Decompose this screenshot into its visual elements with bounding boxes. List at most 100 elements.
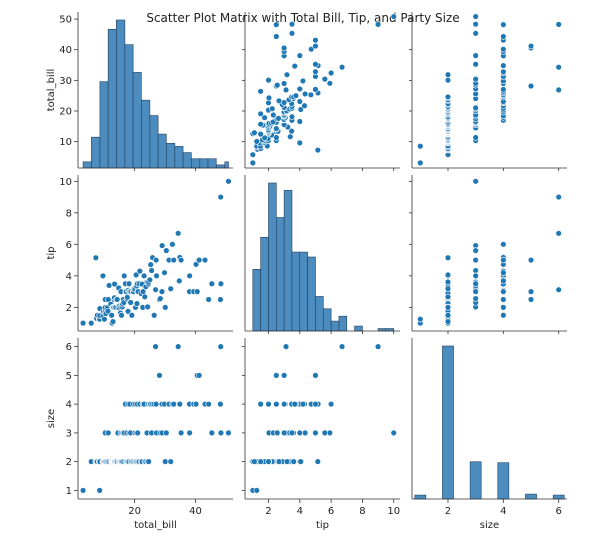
point-size-vs-total_bill-86 — [145, 458, 152, 465]
point-tip-vs-size-122 — [472, 178, 479, 185]
point-tip-vs-total_bill-101 — [163, 247, 170, 254]
point-size-vs-total_bill-106 — [174, 343, 182, 350]
point-size-vs-tip-2 — [314, 458, 322, 465]
point-size-vs-tip-111 — [296, 429, 303, 437]
x-tick-label-total_bill: 20 — [128, 506, 141, 517]
point-total_bill-vs-tip-117 — [273, 33, 280, 40]
hist-bar-tip-13 — [354, 325, 363, 332]
point-size-vs-tip-89 — [301, 429, 309, 437]
y-tick-label-total_bill: 20 — [59, 106, 72, 117]
point-size-vs-total_bill-121 — [217, 429, 225, 437]
point-tip-vs-size-95 — [527, 296, 535, 303]
hist-bar-total_bill-12 — [182, 152, 192, 169]
point-total_bill-vs-tip-10 — [296, 139, 303, 147]
point-total_bill-vs-tip-84 — [265, 94, 273, 102]
hist-bar-size-2 — [442, 345, 454, 500]
point-tip-vs-size-68 — [444, 271, 452, 279]
hist-bar-total_bill-8 — [149, 115, 159, 169]
hist-bar-tip-9 — [322, 308, 332, 332]
y-axis-label-total_bill: total_bill — [46, 69, 57, 112]
hist-bar-size-4 — [469, 461, 482, 500]
point-total_bill-vs-tip-18 — [261, 134, 268, 142]
point-total_bill-vs-size-108 — [500, 62, 507, 69]
point-total_bill-vs-tip-80 — [296, 98, 303, 105]
point-total_bill-vs-tip-116 — [312, 36, 319, 44]
point-total_bill-vs-tip-31 — [288, 127, 295, 135]
point-tip-vs-size-100 — [444, 304, 452, 311]
point-total_bill-vs-size-93 — [500, 86, 507, 93]
point-tip-vs-total_bill-68 — [132, 271, 140, 279]
point-tip-vs-total_bill-87 — [146, 276, 154, 283]
point-tip-vs-size-106 — [555, 230, 562, 237]
point-total_bill-vs-tip-105 — [312, 68, 319, 75]
panel-size-vs-total_bill: 1 2 3 4 5 6 size 20 40 total_bill — [46, 338, 233, 531]
point-total_bill-vs-size-72 — [472, 104, 479, 112]
hist-bar-tip-8 — [315, 296, 324, 332]
point-size-vs-tip-86 — [290, 458, 297, 465]
point-tip-vs-total_bill-109 — [177, 256, 185, 264]
hist-bar-total_bill-13 — [190, 158, 201, 169]
point-size-vs-tip-101 — [321, 429, 329, 437]
point-size-vs-total_bill-101 — [163, 429, 170, 437]
point-total_bill-vs-size-105 — [500, 68, 507, 75]
point-total_bill-vs-tip-61 — [257, 110, 264, 118]
x-tick-label-size: 6 — [556, 506, 562, 517]
point-size-vs-tip-91 — [257, 400, 264, 408]
point-total_bill-vs-size-113 — [500, 45, 507, 53]
point-size-vs-tip-107 — [291, 400, 298, 408]
x-tick-label-tip: 10 — [387, 506, 400, 517]
point-size-vs-total_bill-72 — [134, 429, 141, 437]
hist-bar-total_bill-11 — [174, 146, 184, 169]
hist-bar-tip-11 — [338, 315, 348, 332]
point-tip-vs-total_bill-99 — [161, 269, 168, 276]
point-total_bill-vs-tip-88 — [307, 91, 315, 99]
point-tip-vs-size-104 — [500, 241, 507, 248]
point-size-vs-total_bill-119 — [217, 400, 224, 408]
y-tick-label-tip: 10 — [59, 177, 72, 188]
point-total_bill-vs-tip-87 — [292, 92, 300, 99]
point-tip-vs-size-91 — [500, 312, 507, 319]
point-size-vs-total_bill-103 — [167, 458, 174, 465]
hist-bar-size-8 — [525, 493, 537, 500]
point-tip-vs-size-120 — [555, 193, 562, 201]
point-total_bill-vs-tip-98 — [326, 80, 334, 87]
x-tick-label-tip: 4 — [297, 506, 303, 517]
point-tip-vs-size-107 — [500, 277, 507, 285]
point-size-vs-total_bill-115 — [195, 372, 203, 379]
point-tip-vs-total_bill-48 — [121, 272, 128, 280]
panel-tip-vs-tip — [244, 175, 400, 334]
point-tip-vs-total_bill-1 — [88, 319, 95, 327]
point-total_bill-vs-size-120 — [555, 21, 562, 28]
hist-bar-total_bill-5 — [124, 44, 134, 169]
x-tick-label-tip: 6 — [328, 506, 334, 517]
y-tick-label-size: 5 — [66, 371, 72, 382]
point-tip-vs-total_bill-59 — [127, 299, 134, 306]
point-total_bill-vs-tip-121 — [288, 20, 296, 28]
hist-bar-total_bill-4 — [116, 19, 126, 169]
point-size-vs-total_bill-111 — [186, 429, 193, 437]
point-tip-vs-total_bill-111 — [186, 272, 193, 280]
point-tip-vs-size-89 — [472, 267, 479, 274]
point-tip-vs-total_bill-121 — [217, 280, 225, 287]
point-total_bill-vs-tip-94 — [296, 85, 303, 93]
point-total_bill-vs-tip-81 — [275, 97, 283, 104]
point-tip-vs-total_bill-2 — [92, 254, 100, 261]
hist-bar-total_bill-15 — [207, 158, 217, 169]
point-size-vs-total_bill-95 — [156, 372, 163, 379]
point-size-vs-total_bill-6 — [96, 487, 103, 494]
point-total_bill-vs-size-111 — [472, 52, 479, 59]
y-tick-label-tip: 2 — [66, 303, 72, 314]
point-total_bill-vs-tip-75 — [301, 102, 308, 109]
hist-bar-total_bill-6 — [132, 72, 142, 169]
point-tip-vs-total_bill-81 — [141, 293, 148, 301]
point-size-vs-tip-116 — [312, 400, 319, 408]
point-tip-vs-total_bill-97 — [158, 288, 166, 295]
point-size-vs-total_bill-100 — [162, 458, 169, 465]
point-size-vs-tip-81 — [275, 458, 283, 465]
y-tick-label-size: 2 — [66, 457, 72, 468]
hist-bar-total_bill-1 — [91, 136, 101, 169]
point-tip-vs-total_bill-53 — [124, 294, 131, 301]
point-size-vs-tip-112 — [280, 400, 288, 408]
panel-total_bill-vs-total_bill: 10 20 30 40 50 total_bill — [46, 12, 233, 171]
point-tip-vs-total_bill-10 — [99, 272, 107, 280]
